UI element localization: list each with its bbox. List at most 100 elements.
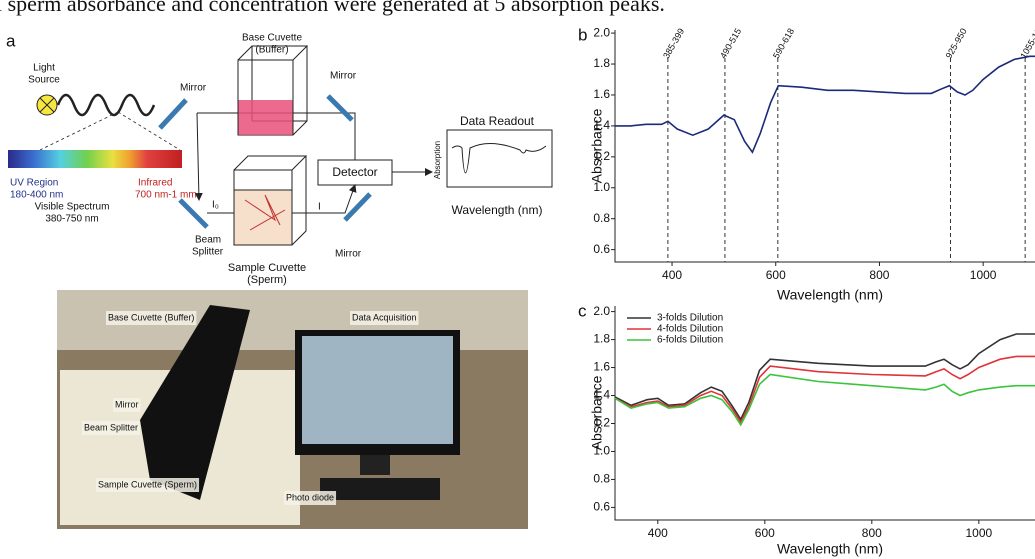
panel-label: a [6, 31, 16, 50]
annotation-label: 925-950 [944, 27, 969, 61]
label: 380-750 nm [45, 214, 98, 225]
label: I [318, 202, 321, 213]
photo-label: Data Acquisition [352, 312, 417, 322]
annotation-label: 590-618 [771, 27, 796, 61]
label: Sample Cuvette [228, 262, 306, 274]
y-tick-label: 1.6 [593, 360, 610, 374]
photo: Base Cuvette (Buffer) Data Acquisition Mir… [57, 290, 528, 529]
legend-label: 4-folds Dilution [657, 324, 723, 335]
legend-label: 3-folds Dilution [657, 313, 723, 324]
label: Source [28, 75, 60, 86]
line [614, 373, 1035, 427]
label: Data Readout [460, 114, 535, 128]
diagram: a Light Source UV Region 180-400 nm Infr… [6, 31, 553, 286]
photo-label: Photo diode [286, 492, 334, 502]
line [615, 55, 1035, 154]
label: Mirror [180, 83, 207, 94]
label-bg [113, 398, 141, 412]
label: Absorption [433, 141, 442, 179]
base-cuvette [237, 45, 309, 136]
x-tick-label: 1000 [965, 526, 992, 540]
x-tick-label: 1000 [970, 268, 997, 282]
readout-curve [451, 143, 547, 174]
photo-label: Sample Cuvette (Sperm) [98, 479, 197, 489]
label: 180-400 nm [10, 190, 63, 201]
x-tick-label: 600 [766, 268, 786, 282]
x-axis-label: Wavelength (nm) [777, 287, 883, 303]
photo-label: Base Cuvette (Buffer) [108, 312, 194, 322]
beam-splitter [178, 198, 209, 229]
label: Detector [332, 165, 377, 179]
y-tick-label: 1.2 [593, 416, 610, 430]
photo-label: Mirror [115, 399, 139, 409]
y-tick-label: 1.6 [593, 87, 610, 101]
y-tick-label: 0.8 [593, 472, 610, 486]
y-tick-label: 1.8 [593, 56, 610, 70]
label: Beam [195, 235, 221, 246]
y-axis-label: Absorbance [589, 108, 605, 183]
y-tick-label: 1.4 [593, 118, 610, 132]
label: Splitter [192, 247, 224, 258]
label: Mirror [335, 249, 362, 260]
y-axis-label: Absorbance [589, 375, 605, 450]
label: UV Region [10, 178, 58, 189]
y-tick-label: 0.6 [593, 500, 610, 514]
label-bg [96, 478, 200, 492]
y-tick-label: 1.4 [593, 388, 610, 402]
x-tick-label: 600 [755, 526, 775, 540]
caption: l sperm absorbance and concentration wer… [0, 0, 665, 16]
x-tick-label: 800 [869, 268, 889, 282]
label-bg [106, 311, 197, 325]
label: (Buffer) [255, 45, 288, 56]
y-tick-label: 2.0 [593, 304, 610, 318]
annotation-label: 385-399 [661, 27, 686, 61]
y-tick-label: 1.0 [593, 444, 610, 458]
label-bg [350, 311, 419, 325]
label: (Sperm) [247, 274, 287, 286]
label: Mirror [330, 71, 357, 82]
wave [56, 93, 156, 117]
label: Visible Spectrum [35, 202, 110, 213]
label: Light [33, 63, 55, 74]
x-tick-label: 800 [862, 526, 882, 540]
label: Wavelength (nm) [452, 203, 543, 217]
y-tick-label: 1.0 [593, 180, 610, 194]
y-tick-label: 2.0 [593, 25, 610, 39]
legend-label: 6-folds Dilution [657, 335, 723, 346]
mirror [343, 192, 372, 222]
spectrum [8, 150, 182, 168]
label: 700 nm-1 mm [135, 190, 197, 201]
label-bg [82, 421, 141, 435]
sperm [244, 194, 286, 231]
buffer [238, 100, 293, 135]
y-tick-label: 1.8 [593, 332, 610, 346]
label: I₀ [212, 200, 219, 211]
label: Base Cuvette [242, 33, 302, 44]
sample [233, 189, 293, 246]
photo-label: Beam Splitter [84, 422, 138, 432]
axes [614, 30, 1035, 263]
mirror [326, 94, 354, 122]
axes [614, 306, 1035, 521]
x-tick-label: 400 [662, 268, 682, 282]
panel-label: c [578, 301, 587, 320]
label: Infrared [138, 178, 172, 189]
y-tick-label: 0.8 [593, 211, 610, 225]
readout-box [446, 129, 553, 188]
line [614, 355, 1035, 424]
annotation-label: 490-515 [718, 27, 743, 61]
x-axis-label: Wavelength (nm) [777, 541, 883, 557]
zoom [39, 111, 181, 151]
mirror [158, 98, 188, 130]
label-bg [284, 491, 337, 505]
y-tick-label: 0.6 [593, 242, 610, 256]
x-tick-label: 400 [648, 526, 668, 540]
sample-cuvette [233, 155, 308, 246]
panel-label: b [578, 25, 587, 44]
annotation-label: 1055-1090 [1018, 18, 1035, 60]
lamp-x [39, 97, 55, 113]
y-tick-label: 1.2 [593, 149, 610, 163]
line [614, 333, 1035, 421]
